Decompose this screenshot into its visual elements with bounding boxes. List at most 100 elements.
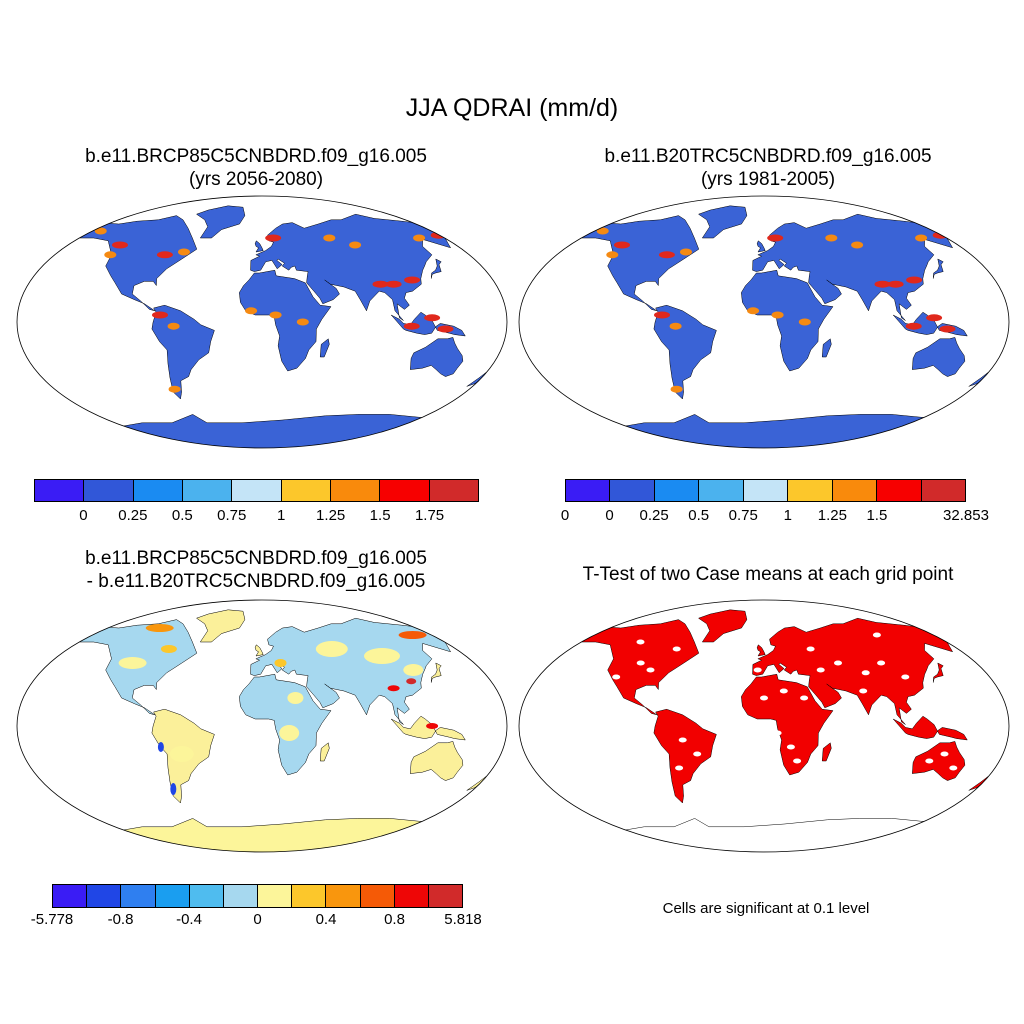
runoff-hotspot xyxy=(413,234,426,242)
map-boundary xyxy=(518,599,1010,853)
runoff-hotspot xyxy=(168,385,181,393)
colorbar-box xyxy=(877,480,922,501)
continent-antarctica xyxy=(77,414,447,448)
continent-uk xyxy=(756,240,766,253)
panel-case2-title: b.e11.B20TRC5CNBDRD.f09_g16.005 (yrs 198… xyxy=(512,145,1024,191)
insignificant-area xyxy=(678,737,687,743)
continent-greenland xyxy=(697,205,748,239)
runoff-hotspot xyxy=(437,325,454,333)
difference-patch xyxy=(364,648,400,664)
colorbar-box xyxy=(155,885,190,907)
continent-antarctica xyxy=(77,818,447,852)
continent-japan xyxy=(932,258,944,279)
continent-north-america xyxy=(578,215,700,312)
insignificant-area xyxy=(753,667,762,673)
colorbar-box xyxy=(87,885,122,907)
runoff-hotspot xyxy=(654,311,670,319)
difference-patch xyxy=(169,746,194,762)
colorbar-box xyxy=(566,480,611,501)
difference-patch xyxy=(406,678,417,685)
colorbar-tick-label: -5.778 xyxy=(30,911,74,928)
continent-north-america xyxy=(76,215,198,312)
map-ttest xyxy=(518,599,1010,853)
insignificant-area xyxy=(925,758,934,764)
runoff-hotspot xyxy=(596,227,609,235)
insignificant-area xyxy=(877,660,886,666)
continent-madagascar xyxy=(821,338,832,358)
insignificant-area xyxy=(901,674,910,680)
colorbar-box xyxy=(182,480,233,501)
runoff-hotspot xyxy=(152,311,168,319)
panel-ttest-title: T-Test of two Case means at each grid po… xyxy=(582,564,954,585)
runoff-hotspot xyxy=(670,385,683,393)
insignificant-area xyxy=(861,670,870,676)
colorbar-tick-label: 1.5 xyxy=(866,507,888,524)
runoff-hotspot xyxy=(156,251,173,259)
panel-case1-title-line1: b.e11.BRCP85C5CNBDRD.f09_g16.005 xyxy=(85,146,427,167)
runoff-hotspot xyxy=(296,318,309,326)
colorbar-tick-label: 0.75 xyxy=(217,507,247,524)
runoff-hotspot xyxy=(658,251,675,259)
continent-madagascar xyxy=(821,742,832,762)
colorbar-box xyxy=(258,885,293,907)
continent-australia xyxy=(410,741,464,781)
colorbar-box xyxy=(133,480,183,501)
figure-title: JJA QDRAI (mm/d) xyxy=(405,94,619,122)
map-difference xyxy=(16,599,508,853)
colorbar-box xyxy=(232,480,282,501)
difference-patch xyxy=(157,742,164,752)
runoff-hotspot xyxy=(747,307,760,315)
difference-patch xyxy=(118,657,147,669)
runoff-hotspot xyxy=(767,234,784,242)
insignificant-area xyxy=(779,688,788,694)
colorbar-box xyxy=(292,885,327,907)
continent-madagascar xyxy=(319,338,330,358)
insignificant-area xyxy=(800,695,809,701)
continent-south-america xyxy=(151,304,215,400)
colorbar-box xyxy=(84,480,134,501)
insignificant-area xyxy=(786,744,795,750)
difference-patch xyxy=(279,725,300,741)
colorbar-box xyxy=(429,480,478,501)
continent-australia xyxy=(912,337,966,377)
continent-south-america xyxy=(653,304,717,400)
map-case2 xyxy=(518,195,1010,449)
insignificant-area xyxy=(646,667,655,673)
runoff-hotspot xyxy=(112,241,128,249)
runoff-hotspot xyxy=(94,227,107,235)
insignificant-area xyxy=(672,646,681,652)
colorbar-tick-label: 0.5 xyxy=(171,507,193,524)
colorbar-box xyxy=(832,480,878,501)
continent-antarctica xyxy=(579,414,949,448)
difference-patch xyxy=(170,783,177,795)
colorbar-tick-label: 1 xyxy=(783,507,792,524)
map-content xyxy=(578,205,991,448)
difference-patch xyxy=(287,692,304,704)
continent-antarctica xyxy=(579,818,949,852)
insignificant-area xyxy=(760,695,768,701)
runoff-hotspot xyxy=(372,280,389,288)
colorbar-tick-label: -0.8 xyxy=(107,911,134,928)
insignificant-area xyxy=(940,751,949,757)
colorbar-tick-label: 0 xyxy=(560,507,570,524)
difference-patch xyxy=(145,624,174,632)
runoff-hotspot xyxy=(167,322,180,330)
colorbar-tick-label: -0.4 xyxy=(176,911,202,928)
colorbar-tick-label: 0.25 xyxy=(639,507,669,524)
colorbar-box xyxy=(189,885,224,907)
difference-patch xyxy=(398,631,427,639)
runoff-hotspot xyxy=(905,322,922,330)
continent-greenland xyxy=(195,609,246,643)
runoff-hotspot xyxy=(349,241,362,249)
colorbar-tick-label: 1.75 xyxy=(414,507,445,524)
runoff-hotspot xyxy=(385,280,402,288)
continent-eurasia xyxy=(752,617,962,725)
runoff-hotspot xyxy=(424,314,441,322)
continent-eurasia xyxy=(250,213,460,321)
runoff-hotspot xyxy=(104,251,117,259)
colorbar-tick-label: 1 xyxy=(277,507,286,524)
runoff-hotspot xyxy=(680,248,692,256)
colorbar-tick-label: 0.4 xyxy=(315,911,337,928)
insignificant-area xyxy=(636,660,645,666)
difference-patch xyxy=(315,641,348,657)
